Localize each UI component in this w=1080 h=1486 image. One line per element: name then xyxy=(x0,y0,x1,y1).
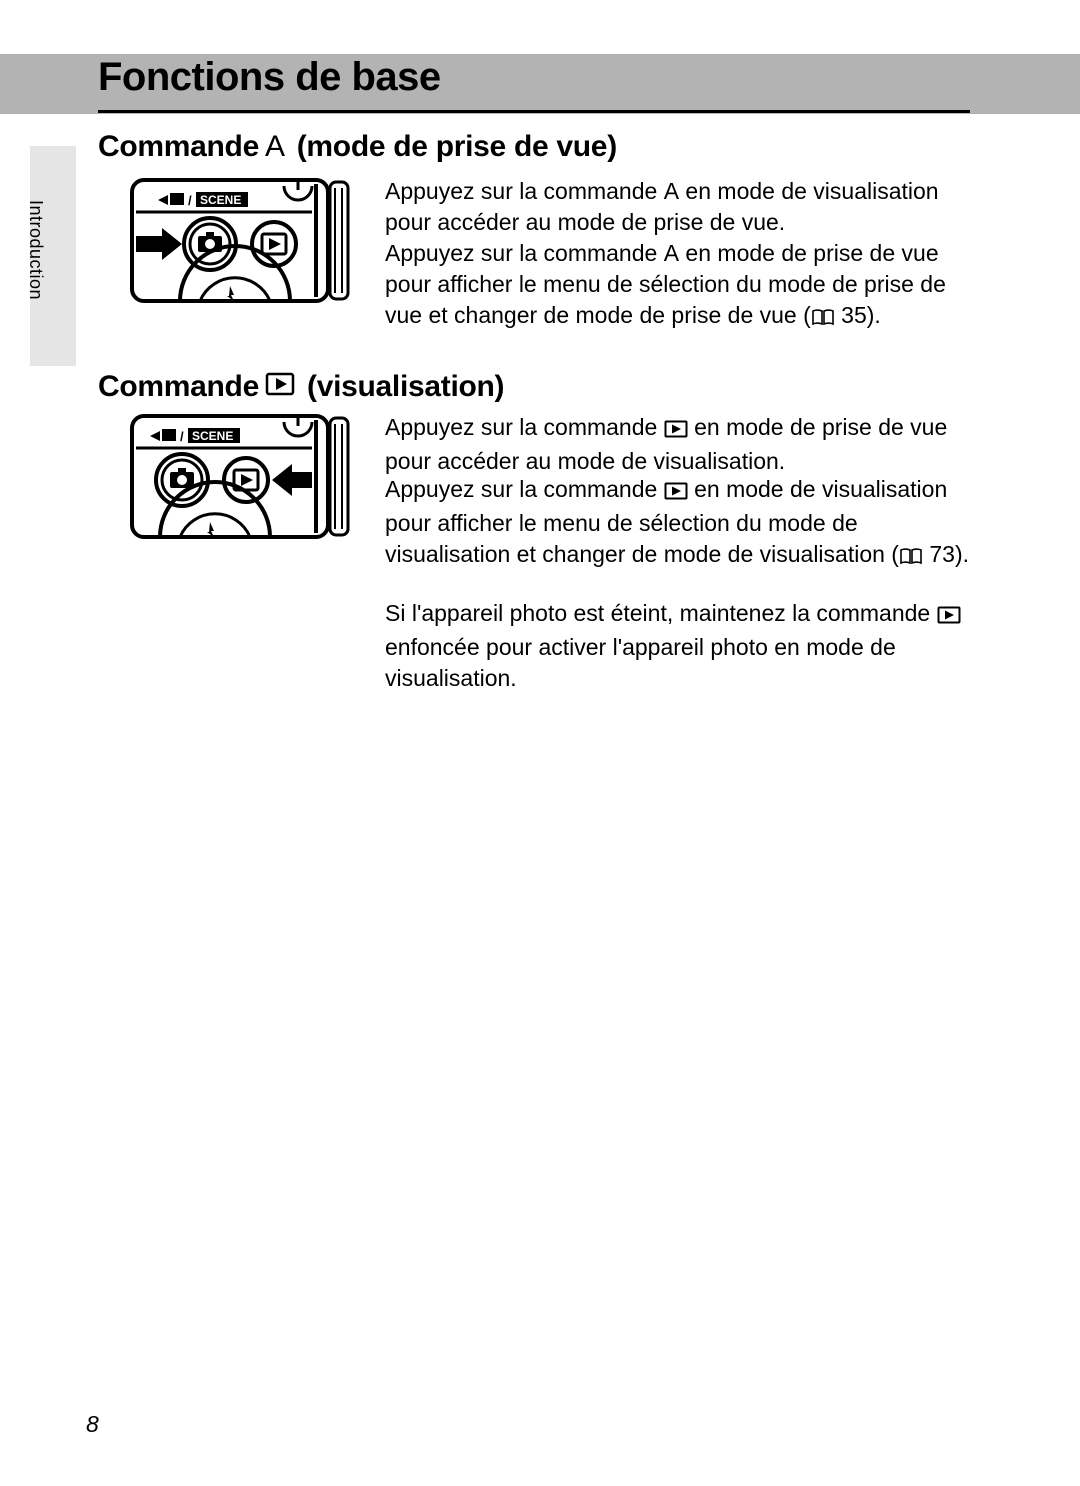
camera-button-icon xyxy=(184,218,236,270)
text-fragment: Appuyez sur la commande xyxy=(385,178,664,204)
page-ref: 35 xyxy=(841,302,867,328)
text-fragment: Appuyez sur la commande xyxy=(385,476,664,502)
shooting-mode-symbol-inline: A xyxy=(664,240,679,266)
section2-paragraph1: Appuyez sur la commande en mode de prise… xyxy=(385,412,975,477)
section1-heading-suffix: mode de prise de vue xyxy=(306,130,607,164)
scene-text: SCENE xyxy=(200,193,241,207)
book-icon xyxy=(811,303,835,334)
shooting-mode-symbol: A xyxy=(265,130,285,164)
playback-icon xyxy=(265,370,295,404)
playback-icon-inline xyxy=(937,601,961,632)
text-fragment: ). xyxy=(867,302,881,328)
section2-paragraph3: Si l'appareil photo est éteint, maintene… xyxy=(385,598,975,694)
text-fragment: Appuyez sur la commande xyxy=(385,414,664,440)
playback-icon-inline xyxy=(664,477,688,508)
section2-paragraph2: Appuyez sur la commande en mode de visua… xyxy=(385,474,975,573)
title-underline xyxy=(98,110,970,113)
section1-paragraph2: Appuyez sur la commande A en mode de pri… xyxy=(385,238,975,334)
page-ref: 73 xyxy=(929,541,955,567)
playback-icon-inline xyxy=(664,415,688,446)
text-fragment: Appuyez sur la commande xyxy=(385,240,664,266)
page-number: 8 xyxy=(86,1411,99,1438)
chapter-tab-label: Introduction xyxy=(25,200,46,300)
playback-button-icon xyxy=(224,458,268,502)
section2-heading: Commande (visualisation) xyxy=(98,370,504,404)
section1-heading: Commande A (mode de prise de vue) xyxy=(98,130,617,164)
section2-heading-suffix: visualisation xyxy=(317,370,495,404)
svg-text:/: / xyxy=(180,429,184,444)
diagram-shooting-button: / SCENE xyxy=(130,178,350,303)
text-fragment: Si l'appareil photo est éteint, maintene… xyxy=(385,600,937,626)
section2-heading-prefix: Commande xyxy=(98,370,259,404)
playback-button-icon xyxy=(252,222,296,266)
book-icon xyxy=(899,542,923,573)
section1-paragraph1: Appuyez sur la commande A en mode de vis… xyxy=(385,176,975,238)
manual-page: Fonctions de base Introduction Commande … xyxy=(0,0,1080,1486)
camera-button-icon xyxy=(156,454,208,506)
section1-heading-prefix: Commande xyxy=(98,130,259,164)
diagram-playback-button: / SCENE xyxy=(130,414,350,539)
shooting-mode-symbol-inline: A xyxy=(664,178,679,204)
text-fragment: enfoncée pour activer l'appareil photo e… xyxy=(385,634,896,691)
svg-text:/: / xyxy=(188,193,192,208)
text-fragment: ). xyxy=(955,541,969,567)
page-title: Fonctions de base xyxy=(98,55,441,100)
scene-text: SCENE xyxy=(192,429,233,443)
